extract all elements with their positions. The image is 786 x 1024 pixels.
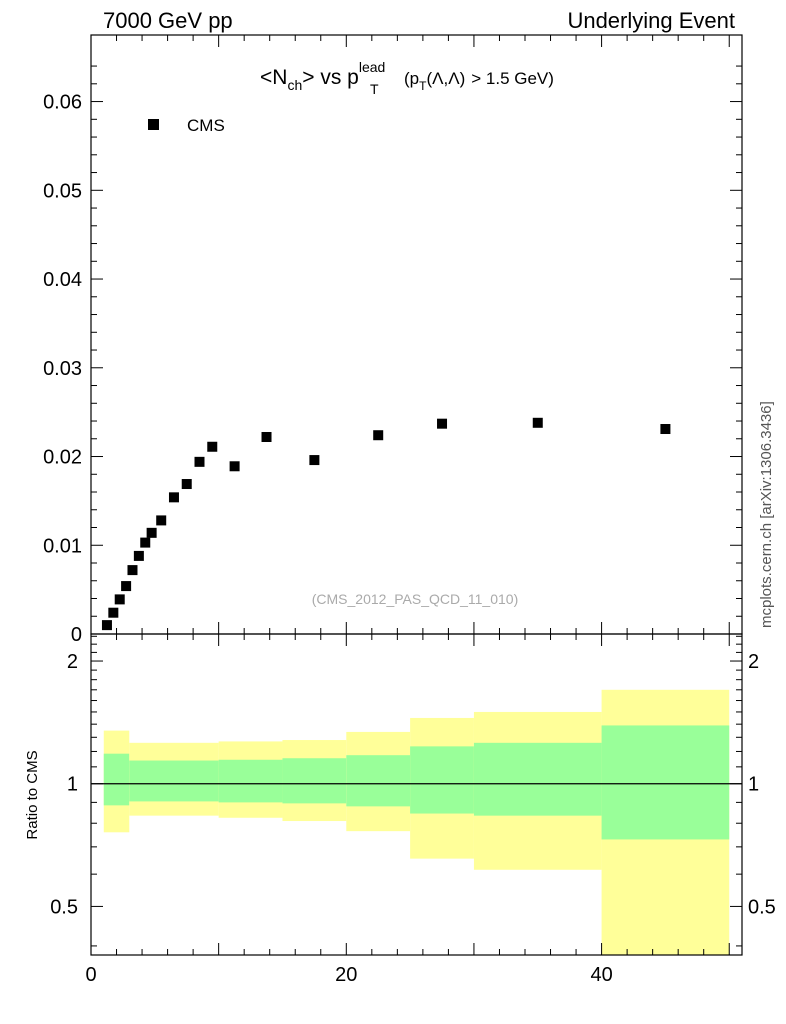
- title-cut-open: (p: [404, 69, 419, 88]
- title-n-sub: ch: [287, 77, 302, 93]
- ratio-x-tick-label: 20: [335, 964, 357, 986]
- main-y-tick-label: 0: [71, 624, 82, 646]
- data-point: [194, 456, 205, 467]
- data-point: [127, 565, 138, 576]
- data-point: [168, 492, 179, 503]
- header-right-label: Underlying Event: [567, 8, 735, 33]
- title-cut-value: > 1.5 GeV): [471, 69, 554, 88]
- ratio-y-tick-label-left: 2: [67, 651, 78, 673]
- title-p-sub: T: [370, 81, 379, 97]
- ratio-inner-band: [129, 760, 219, 802]
- ratio-frame: [90, 633, 743, 956]
- ratio-x-tick-label: 40: [590, 964, 612, 986]
- main-y-tick-label: 0.05: [43, 180, 82, 202]
- chart-title: <Nch> vs plead T(pT(Λ,Λ) > 1.5 GeV): [260, 59, 554, 97]
- ratio-ylabel: Ratio to CMS: [24, 750, 41, 839]
- data-point: [133, 550, 144, 561]
- title-cut-particles: (Λ,Λ): [426, 69, 465, 88]
- data-point: [660, 424, 671, 435]
- data-point: [108, 607, 119, 618]
- ratio-inner-band: [410, 746, 474, 814]
- ratio-y-tick-label-right: 0.5: [748, 896, 776, 918]
- ratio-y-tick-label-left: 0.5: [50, 896, 78, 918]
- title-n: <N: [260, 66, 287, 89]
- data-point: [532, 417, 543, 428]
- data-point: [373, 430, 384, 441]
- main-y-tick-label: 0.04: [43, 269, 82, 291]
- ratio-y-tick-label-left: 1: [67, 774, 78, 796]
- ratio-y-tick-label-right: 2: [748, 651, 759, 673]
- data-point: [121, 581, 132, 592]
- data-point: [140, 537, 151, 548]
- data-point: [229, 461, 240, 472]
- data-point: [207, 441, 218, 452]
- title-p-sup: lead: [359, 59, 385, 75]
- legend-label: CMS: [187, 116, 225, 135]
- title-cut-sub: T: [419, 79, 427, 93]
- ratio-axes-group: 0.5 0.51 12 20 20 40: [50, 633, 776, 986]
- ratio-x-tick-label: 0: [85, 964, 96, 986]
- main-y-tick-label: 0.01: [43, 535, 82, 557]
- data-point: [309, 455, 320, 466]
- data-point: [261, 431, 272, 442]
- main-points-group: [101, 417, 671, 631]
- data-point: [156, 515, 167, 526]
- main-axes-group: 0 0.01 0.02 0.03 0.04 0.05 0.06: [43, 34, 743, 646]
- main-y-tick-label: 0.02: [43, 447, 82, 469]
- data-point: [146, 527, 157, 538]
- ratio-inner-band: [601, 725, 730, 840]
- legend-marker: [148, 119, 159, 130]
- data-point: [101, 620, 112, 631]
- ratio-inner-band: [218, 759, 283, 803]
- ratio-inner-band: [346, 755, 411, 807]
- main-y-tick-label: 0.03: [43, 358, 82, 380]
- ratio-bands-group: [91, 689, 742, 955]
- ratio-inner-band: [282, 758, 347, 804]
- title-vs: > vs p: [302, 66, 359, 89]
- header-left-label: 7000 GeV pp: [103, 8, 233, 33]
- watermark-label: (CMS_2012_PAS_QCD_11_010): [312, 591, 519, 607]
- main-y-tick-label: 0.06: [43, 92, 82, 114]
- ratio-inner-band: [103, 753, 130, 806]
- data-point: [181, 479, 192, 490]
- ratio-inner-band: [473, 742, 602, 816]
- data-point: [114, 594, 125, 605]
- ratio-y-tick-label-right: 1: [748, 774, 759, 796]
- data-point: [437, 418, 448, 429]
